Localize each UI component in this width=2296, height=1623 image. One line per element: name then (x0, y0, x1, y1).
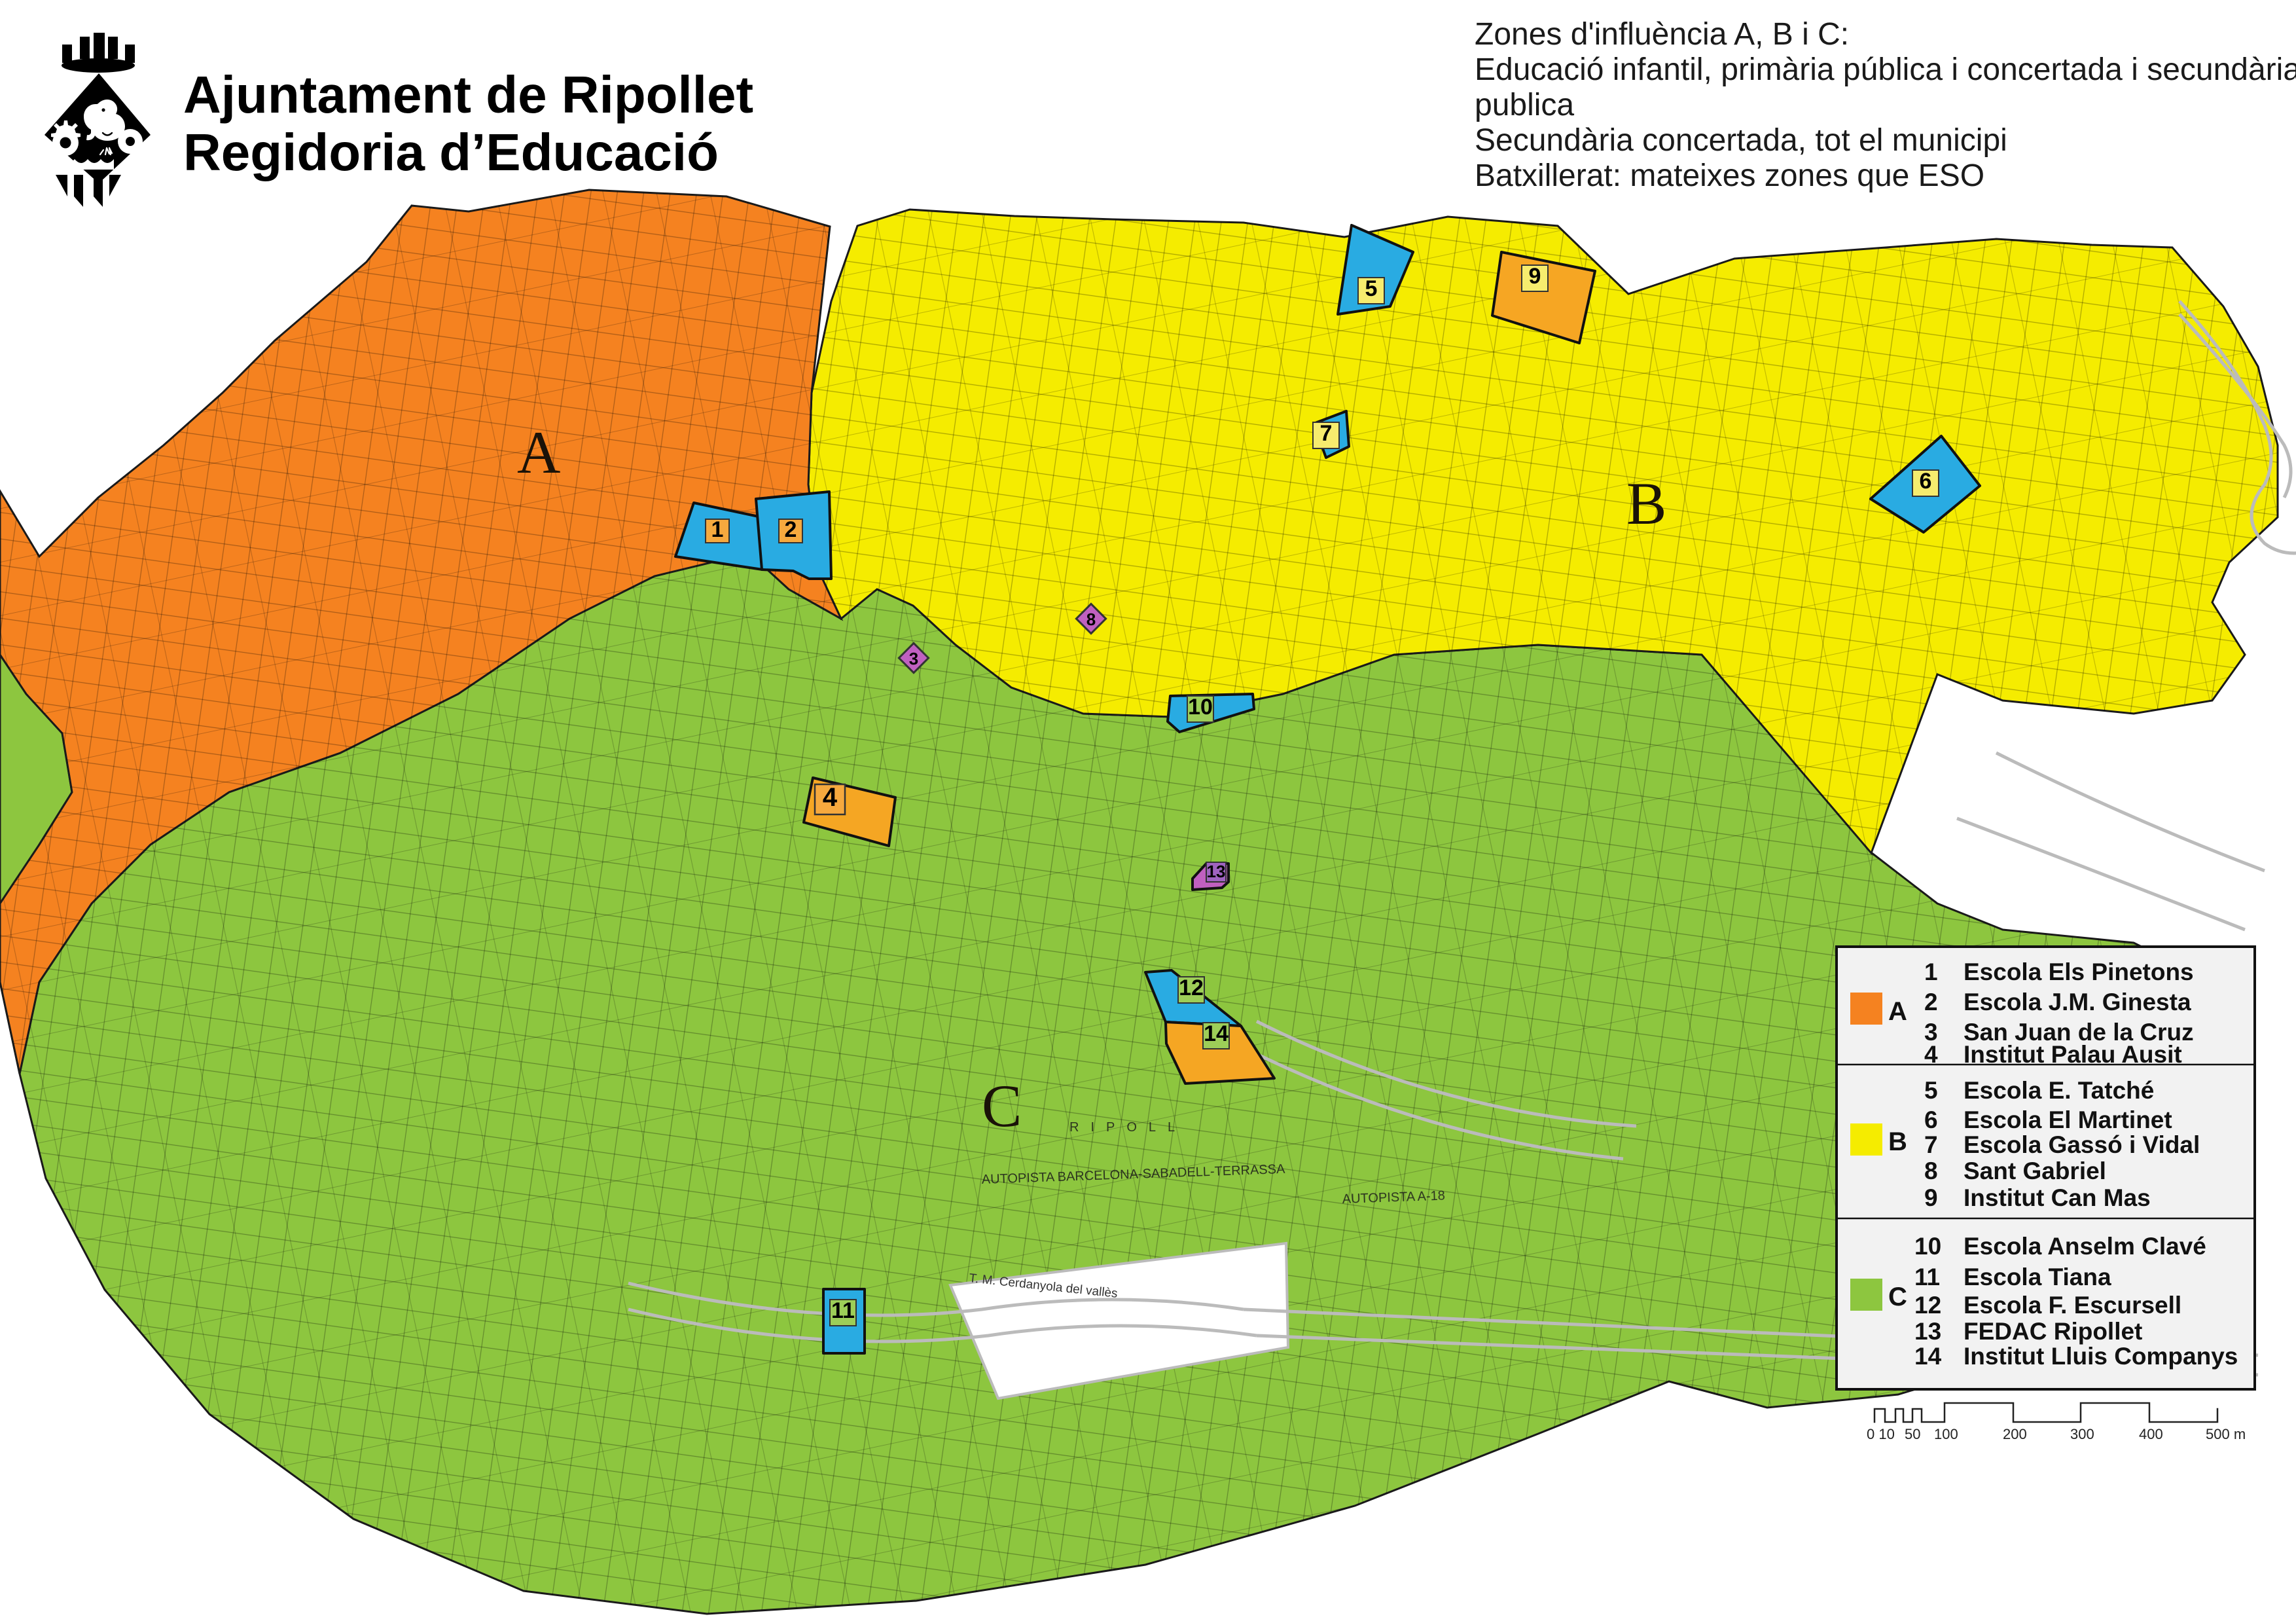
svg-text:2: 2 (785, 517, 797, 542)
svg-text:Escola Els Pinetons: Escola Els Pinetons (1964, 958, 2194, 985)
svg-text:100: 100 (1934, 1426, 1958, 1442)
svg-text:Escola Tiana: Escola Tiana (1964, 1264, 2111, 1290)
svg-text:8: 8 (1086, 610, 1096, 629)
svg-text:Batxillerat: mateixes zones qu: Batxillerat: mateixes zones que ESO (1475, 158, 1984, 193)
svg-text:11: 11 (1914, 1264, 1940, 1290)
svg-text:500 m: 500 m (2206, 1426, 2246, 1442)
svg-text:12: 12 (1179, 976, 1204, 1000)
svg-text:5: 5 (1924, 1077, 1938, 1104)
svg-text:Secundària concertada, tot el: Secundària concertada, tot el municipi (1475, 123, 2007, 158)
svg-text:1: 1 (711, 517, 724, 542)
svg-text:RIPOLL: RIPOLL (1069, 1120, 1187, 1135)
svg-text:Institut Palau Ausit: Institut Palau Ausit (1964, 1041, 2182, 1068)
svg-text:0 10: 0 10 (1867, 1426, 1895, 1442)
svg-text:Institut Can Mas: Institut Can Mas (1964, 1184, 2151, 1211)
svg-text:Ajuntament de Ripollet: Ajuntament de Ripollet (183, 65, 753, 124)
svg-text:14: 14 (1204, 1021, 1229, 1046)
svg-text:8: 8 (1924, 1158, 1938, 1184)
svg-text:C: C (982, 1072, 1022, 1139)
svg-text:7: 7 (1924, 1131, 1938, 1158)
svg-text:C: C (1888, 1283, 1907, 1311)
svg-text:6: 6 (1920, 469, 1932, 494)
svg-text:Escola E. Tatché: Escola E. Tatché (1964, 1077, 2154, 1104)
svg-text:13: 13 (1207, 862, 1226, 881)
svg-text:Institut Lluis Companys: Institut Lluis Companys (1964, 1343, 2238, 1370)
svg-text:3: 3 (909, 649, 918, 668)
svg-text:9: 9 (1529, 264, 1541, 289)
svg-text:7: 7 (1320, 421, 1333, 446)
svg-text:Escola El Martinet: Escola El Martinet (1964, 1106, 2172, 1133)
svg-text:publica: publica (1475, 88, 1574, 122)
svg-text:10: 10 (1188, 695, 1213, 720)
svg-text:14: 14 (1914, 1343, 1942, 1370)
svg-text:Regidoria d’Educació: Regidoria d’Educació (183, 123, 719, 181)
svg-text:12: 12 (1914, 1292, 1941, 1319)
svg-text:11: 11 (831, 1298, 855, 1323)
svg-text:200: 200 (2003, 1426, 2027, 1442)
svg-text:50: 50 (1905, 1426, 1920, 1442)
svg-text:Escola J.M. Ginesta: Escola J.M. Ginesta (1964, 989, 2191, 1015)
svg-text:Escola F. Escursell: Escola F. Escursell (1964, 1292, 2181, 1319)
svg-text:B: B (1888, 1127, 1907, 1156)
svg-text:2: 2 (1924, 989, 1938, 1015)
svg-text:400: 400 (2139, 1426, 2163, 1442)
svg-text:Escola Anselm Clavé: Escola Anselm Clavé (1964, 1233, 2206, 1260)
svg-text:6: 6 (1924, 1106, 1938, 1133)
svg-text:A: A (1888, 997, 1907, 1026)
svg-text:4: 4 (823, 783, 838, 812)
svg-text:B: B (1626, 470, 1666, 537)
svg-text:4: 4 (1924, 1041, 1938, 1068)
svg-text:Educació infantil, primària pú: Educació infantil, primària pública i co… (1475, 52, 2296, 87)
svg-text:300: 300 (2070, 1426, 2094, 1442)
svg-text:A: A (517, 419, 560, 486)
svg-text:5: 5 (1365, 276, 1378, 301)
svg-text:Escola Gassó i Vidal: Escola Gassó i Vidal (1964, 1131, 2200, 1158)
svg-text:9: 9 (1924, 1184, 1938, 1211)
svg-text:Zones d'influència A, B i C:: Zones d'influència A, B i C: (1475, 17, 1849, 52)
svg-text:Sant Gabriel: Sant Gabriel (1964, 1158, 2106, 1184)
svg-text:1: 1 (1924, 958, 1938, 985)
svg-text:13: 13 (1914, 1318, 1941, 1345)
svg-text:FEDAC Ripollet: FEDAC Ripollet (1964, 1318, 2142, 1345)
svg-text:10: 10 (1914, 1233, 1941, 1260)
